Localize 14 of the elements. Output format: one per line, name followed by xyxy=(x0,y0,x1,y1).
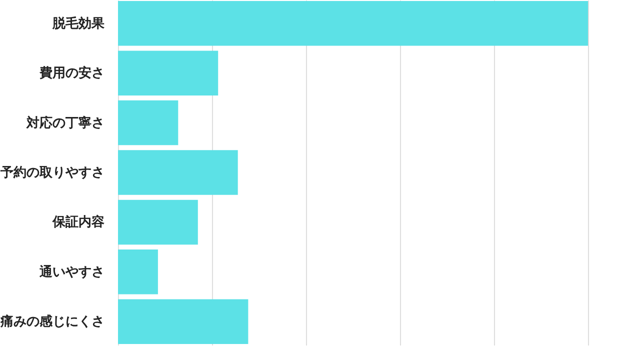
bar xyxy=(118,150,238,195)
y-tick-label: 通いやすさ xyxy=(38,264,104,280)
y-tick-label: 保証内容 xyxy=(52,214,104,230)
bar xyxy=(118,200,198,245)
bar xyxy=(118,299,248,344)
bar xyxy=(118,0,588,46)
bar xyxy=(118,100,178,146)
y-tick-label: 脱毛効果 xyxy=(52,15,106,32)
bar xyxy=(118,50,218,96)
bar xyxy=(118,250,158,294)
y-tick-label: 対応の丁寧さ xyxy=(26,114,104,131)
y-tick-label: 痛みの感じにくさ xyxy=(0,314,104,330)
y-tick-label: 予約の取りやすさ xyxy=(0,166,104,180)
y-tick-label: 費用の安さ xyxy=(38,65,104,82)
